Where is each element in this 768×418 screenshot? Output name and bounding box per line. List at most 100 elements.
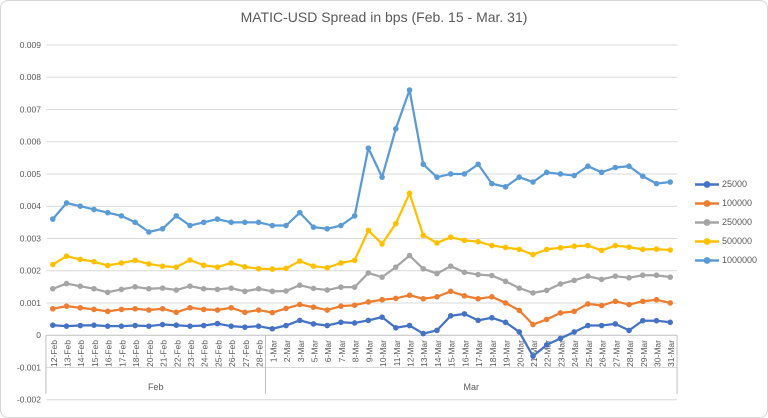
data-point-500000	[242, 264, 248, 270]
data-point-100000	[557, 310, 564, 316]
data-point-250000	[585, 273, 591, 279]
data-point-100000	[118, 306, 125, 313]
data-point-500000	[447, 234, 454, 240]
data-point-100000	[214, 307, 221, 313]
series-line-1000000	[51, 88, 672, 234]
x-tick-label: 21-Feb	[159, 340, 169, 367]
data-point-1000000	[447, 171, 454, 177]
x-tick-label: 14-Mar	[433, 340, 443, 367]
data-point-25000	[434, 327, 440, 334]
data-point-250000	[187, 283, 193, 289]
data-point-500000	[653, 246, 660, 252]
series-line-500000	[51, 192, 672, 271]
data-point-1000000	[50, 216, 56, 222]
data-point-1000000	[132, 219, 138, 226]
x-tick-label: 31-Mar	[666, 340, 676, 367]
data-point-100000	[104, 308, 111, 315]
x-tick-label: 12-Feb	[49, 340, 59, 367]
data-point-250000	[242, 288, 248, 295]
data-point-25000	[667, 319, 673, 326]
data-point-100000	[393, 295, 399, 302]
x-tick-label: 20-Feb	[145, 340, 155, 367]
data-point-250000	[310, 285, 317, 292]
x-tick-label: 25-Mar	[584, 340, 594, 367]
data-point-100000	[543, 316, 550, 323]
data-point-500000	[310, 263, 317, 269]
x-tick-label: 28-Feb	[255, 340, 265, 367]
y-tick-label: -0.002	[17, 395, 41, 405]
data-point-500000	[667, 247, 673, 253]
data-point-100000	[338, 303, 344, 309]
data-point-250000	[228, 285, 234, 291]
data-point-1000000	[543, 169, 550, 176]
legend-item-250000[interactable]: 250000	[695, 216, 757, 228]
data-point-500000	[77, 256, 84, 263]
x-group-label: Mar	[464, 382, 480, 392]
data-point-100000	[324, 307, 331, 313]
x-tick-label: 17-Mar	[474, 340, 484, 367]
legend-marker-icon	[695, 180, 719, 188]
chart-legend: 25000 100000 250000 500000 1000000	[695, 178, 757, 266]
x-tick-label: 1-Mar	[268, 340, 278, 362]
legend-item-100000[interactable]: 100000	[695, 197, 757, 209]
x-tick-label: 28-Mar	[625, 340, 635, 367]
legend-item-25000[interactable]: 25000	[695, 178, 757, 190]
x-tick-label: 7-Mar	[337, 340, 347, 362]
x-tick-label: 3-Mar	[296, 340, 306, 362]
data-point-25000	[214, 320, 221, 327]
x-tick-label: 23-Mar	[556, 340, 566, 367]
legend-item-500000[interactable]: 500000	[695, 235, 757, 247]
data-point-25000	[242, 324, 248, 330]
x-tick-label: 27-Feb	[241, 340, 251, 367]
data-point-1000000	[475, 161, 481, 168]
x-tick-label: 19-Mar	[502, 340, 512, 367]
data-point-500000	[420, 232, 427, 239]
data-point-1000000	[118, 213, 125, 219]
series-line-250000	[51, 254, 672, 295]
data-point-1000000	[242, 219, 248, 226]
data-point-500000	[200, 262, 207, 269]
data-point-100000	[379, 296, 385, 303]
data-point-1000000	[338, 222, 344, 229]
data-point-500000	[187, 257, 193, 263]
data-point-25000	[146, 323, 152, 329]
data-point-25000	[159, 321, 166, 328]
data-point-500000	[434, 240, 440, 246]
data-point-250000	[365, 270, 372, 276]
data-point-500000	[324, 264, 331, 271]
data-point-100000	[653, 296, 660, 303]
data-point-1000000	[91, 206, 97, 213]
data-point-100000	[146, 307, 152, 313]
data-point-100000	[530, 321, 536, 328]
data-point-25000	[653, 317, 660, 324]
data-point-1000000	[324, 225, 331, 232]
data-point-25000	[104, 323, 111, 329]
x-tick-label: 5-Mar	[309, 340, 319, 362]
data-point-500000	[406, 190, 413, 197]
data-point-100000	[406, 292, 413, 299]
x-group-label: Feb	[148, 382, 164, 392]
data-point-250000	[269, 288, 276, 295]
data-point-250000	[393, 264, 399, 270]
data-point-500000	[557, 245, 564, 251]
data-point-100000	[200, 306, 207, 313]
data-point-1000000	[255, 219, 262, 226]
data-point-500000	[173, 264, 180, 270]
x-tick-label: 16-Mar	[460, 340, 470, 367]
data-point-250000	[571, 277, 577, 284]
data-point-25000	[132, 322, 138, 329]
data-point-250000	[77, 283, 84, 289]
data-point-1000000	[420, 161, 427, 168]
data-point-100000	[489, 294, 495, 300]
data-point-25000	[228, 323, 234, 329]
x-tick-label: 22-Feb	[172, 340, 182, 367]
data-point-1000000	[283, 222, 289, 229]
data-point-1000000	[585, 163, 591, 170]
data-point-250000	[283, 288, 289, 294]
y-tick-label: 0.008	[20, 72, 42, 82]
chart-title: MATIC-USD Spread in bps (Feb. 15 - Mar. …	[240, 9, 528, 25]
legend-item-1000000[interactable]: 1000000	[695, 254, 757, 266]
data-point-25000	[557, 335, 564, 342]
data-point-500000	[393, 220, 399, 227]
